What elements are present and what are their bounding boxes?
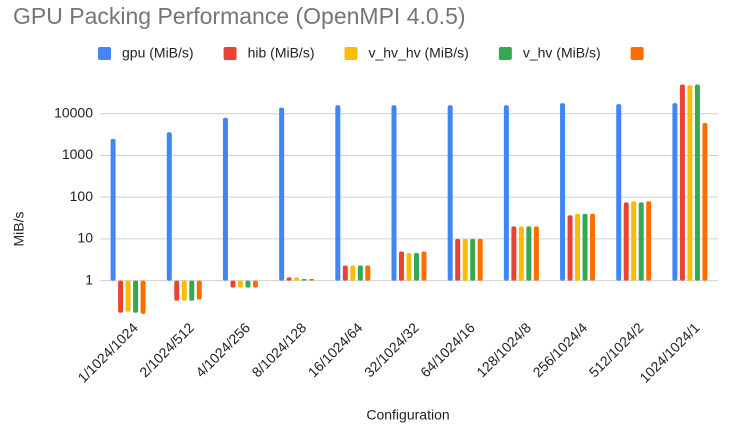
bar <box>174 280 180 301</box>
bar <box>335 105 341 281</box>
bar <box>230 280 236 288</box>
bar <box>533 226 539 281</box>
x-tick-label: 128/1024/8 <box>473 319 534 380</box>
bar <box>421 251 427 281</box>
bar <box>560 103 566 281</box>
bar <box>503 105 509 281</box>
x-tick-label: 16/1024/64 <box>305 319 366 380</box>
bar <box>140 280 146 314</box>
x-tick-label: 4/1024/256 <box>192 319 253 380</box>
bar <box>518 226 524 281</box>
legend-swatch <box>630 47 644 60</box>
bar <box>590 213 596 281</box>
bar <box>477 238 483 281</box>
bar <box>582 213 588 281</box>
bar <box>470 238 476 281</box>
bar <box>125 280 131 312</box>
legend-label: v_hv_hv (MiB/s) <box>368 45 468 61</box>
bar <box>646 201 652 281</box>
bar <box>567 215 573 281</box>
bar <box>575 213 581 281</box>
bar <box>110 138 116 281</box>
bar <box>309 278 315 281</box>
bar <box>462 238 468 281</box>
bar <box>447 105 453 281</box>
bar <box>342 265 348 281</box>
legend-swatch <box>498 47 512 60</box>
bar <box>672 103 678 281</box>
x-tick-label: 1024/1024/1 <box>636 319 703 386</box>
bar <box>196 280 202 300</box>
bar <box>222 117 228 281</box>
bar <box>181 280 187 301</box>
bar <box>189 280 195 301</box>
legend-swatch <box>344 47 358 60</box>
bar <box>399 251 404 281</box>
bar <box>694 84 700 281</box>
bar <box>616 104 622 281</box>
legend-swatch <box>223 47 237 60</box>
bar <box>301 278 307 281</box>
bar <box>414 252 419 281</box>
legend-swatch <box>98 47 111 60</box>
bar <box>237 280 243 288</box>
bar <box>526 226 532 281</box>
x-tick-label: 512/1024/2 <box>586 319 647 380</box>
x-tick-label: 8/1024/128 <box>249 319 310 380</box>
bar <box>245 280 251 288</box>
bar <box>252 280 258 288</box>
chart-title: GPU Packing Performance (OpenMPI 4.0.5) <box>13 3 466 29</box>
legend-label: v_hv (MiB/s) <box>523 45 601 61</box>
legend-label: hib (MiB/s) <box>248 45 315 61</box>
x-axis-label: Configuration <box>366 407 449 423</box>
bar <box>623 202 629 281</box>
x-tick-label: 1/1024/1024 <box>74 319 141 386</box>
bar <box>391 105 397 281</box>
y-tick-label: 10000 <box>54 104 93 120</box>
bar <box>511 226 517 281</box>
bar <box>294 277 300 281</box>
bar <box>455 238 461 281</box>
bar <box>286 277 292 281</box>
bar <box>702 122 708 281</box>
x-tick-label: 64/1024/16 <box>417 319 478 380</box>
legend-label: gpu (MiB/s) <box>122 45 194 61</box>
bar <box>679 84 685 281</box>
bar <box>357 265 363 281</box>
bar <box>638 202 644 281</box>
bar <box>166 132 172 281</box>
bar <box>365 265 371 281</box>
bar <box>406 252 412 281</box>
y-tick-label: 10 <box>77 230 93 246</box>
x-tick-label: 2/1024/512 <box>136 319 197 380</box>
y-tick-label: 100 <box>70 188 94 204</box>
y-axis-label: MiB/s <box>11 212 27 247</box>
bar <box>687 85 693 281</box>
x-tick-label: 32/1024/32 <box>361 319 422 380</box>
y-tick-label: 1 <box>85 271 93 287</box>
bar <box>118 280 124 313</box>
bar <box>133 280 139 313</box>
y-tick-label: 1000 <box>62 146 93 162</box>
bar <box>279 107 285 281</box>
bar <box>350 265 356 281</box>
x-tick-label: 256/1024/4 <box>529 319 590 380</box>
bar <box>631 201 637 281</box>
